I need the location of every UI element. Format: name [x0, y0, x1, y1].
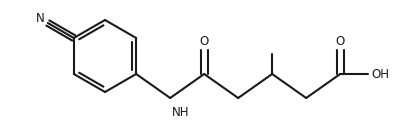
Text: N: N	[36, 12, 44, 25]
Text: NH: NH	[172, 106, 189, 119]
Text: O: O	[335, 35, 344, 47]
Text: O: O	[199, 35, 208, 47]
Text: OH: OH	[370, 67, 388, 81]
